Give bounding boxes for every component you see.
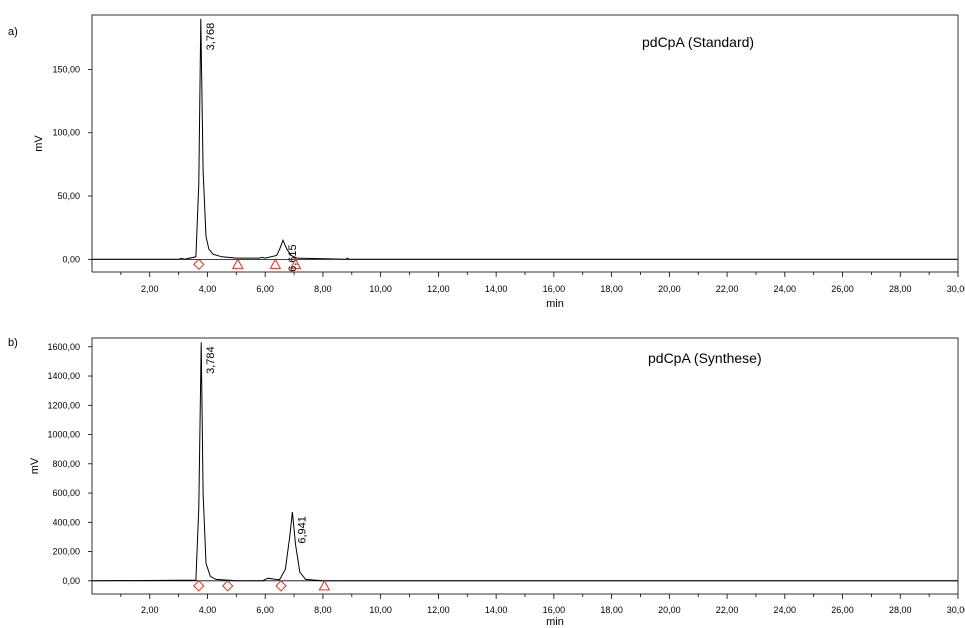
y-tick-label: 1000,00 (47, 430, 80, 440)
x-tick-label: 20,00 (658, 605, 681, 615)
x-axis-label: min (546, 616, 564, 628)
x-tick-label: 6,00 (256, 605, 274, 615)
y-tick-label: 100,00 (52, 128, 80, 138)
y-tick-label: 50,00 (57, 191, 80, 201)
peak-start-marker (193, 258, 205, 271)
x-tick-label: 18,00 (600, 284, 623, 294)
peak-label: 6,941 (296, 516, 308, 544)
y-axis-label: mV (29, 457, 41, 474)
peak-end-marker (269, 258, 282, 269)
x-tick-label: 2,00 (141, 284, 159, 294)
peak-end-marker (318, 579, 331, 591)
x-tick-label: 10,00 (369, 284, 392, 294)
plot-frame (91, 337, 959, 595)
x-tick-label: 16,00 (543, 605, 566, 615)
y-tick-label: 0,00 (62, 254, 80, 264)
x-tick-label: 24,00 (774, 284, 797, 294)
series-trace (92, 18, 958, 260)
x-tick-label: 28,00 (889, 605, 912, 615)
x-tick-label: 22,00 (716, 284, 739, 294)
peak-label: 6,615 (287, 244, 299, 272)
y-tick-label: 1200,00 (47, 400, 80, 410)
panel-label: a) (8, 26, 18, 38)
peak-start-marker (275, 580, 287, 592)
x-tick-label: 22,00 (716, 605, 739, 615)
chart-title: pdCpA (Standard) (642, 34, 754, 50)
x-tick-label: 4,00 (199, 284, 217, 294)
x-tick-label: 26,00 (831, 284, 854, 294)
x-tick-label: 20,00 (658, 284, 681, 294)
y-tick-label: 200,00 (52, 547, 80, 557)
plot-frame (91, 14, 959, 273)
x-tick-label: 12,00 (427, 605, 450, 615)
series-trace (91, 342, 958, 582)
x-tick-label: 8,00 (314, 605, 332, 615)
y-tick-label: 1400,00 (47, 371, 80, 381)
y-tick-label: 150,00 (52, 64, 80, 74)
x-tick-label: 30,00 (947, 605, 965, 615)
x-tick-label: 14,00 (485, 605, 508, 615)
peak-label: 3,784 (205, 346, 217, 374)
chart-title: pdCpA (Synthese) (648, 350, 762, 366)
x-tick-label: 16,00 (543, 284, 566, 294)
x-tick-label: 18,00 (600, 605, 623, 615)
y-axis-label: mV (33, 135, 45, 152)
y-tick-label: 600,00 (52, 488, 80, 498)
x-tick-label: 14,00 (485, 284, 508, 294)
x-tick-label: 28,00 (889, 284, 912, 294)
x-tick-label: 10,00 (369, 605, 392, 615)
x-tick-label: 24,00 (774, 605, 797, 615)
y-tick-label: 1600,00 (47, 342, 80, 352)
y-tick-label: 400,00 (52, 517, 80, 527)
peak-end-marker (231, 258, 244, 269)
x-tick-label: 4,00 (199, 605, 217, 615)
y-tick-label: 0,00 (62, 576, 80, 586)
peak-start-marker (193, 580, 205, 592)
x-tick-label: 26,00 (831, 605, 854, 615)
x-tick-label: 8,00 (314, 284, 332, 294)
peak-label: 3,768 (205, 23, 217, 51)
panel-label: b) (8, 337, 18, 349)
x-tick-label: 2,00 (141, 605, 159, 615)
x-tick-label: 6,00 (256, 284, 274, 294)
x-tick-label: 12,00 (427, 284, 450, 294)
peak-end-marker (289, 258, 302, 269)
x-tick-label: 30,00 (947, 284, 965, 294)
peak-start-marker (221, 580, 234, 592)
y-tick-label: 800,00 (52, 459, 80, 469)
x-axis-label: min (546, 298, 564, 310)
